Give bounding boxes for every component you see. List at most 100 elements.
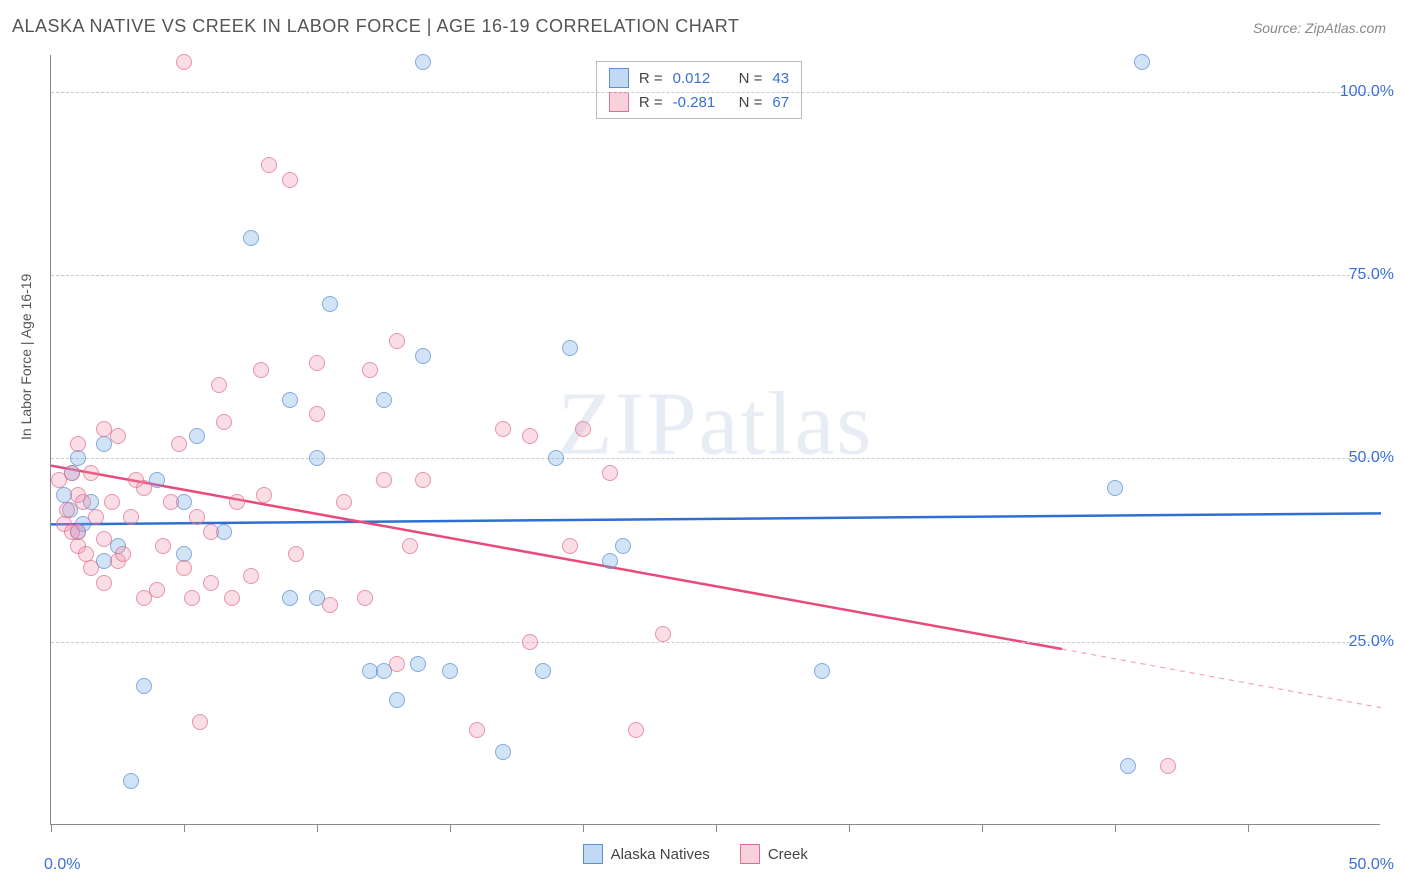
legend-series-label: Creek	[768, 846, 808, 863]
data-point	[522, 634, 538, 650]
data-point	[495, 421, 511, 437]
data-point	[104, 494, 120, 510]
data-point	[189, 509, 205, 525]
data-point	[75, 494, 91, 510]
x-tick	[583, 824, 584, 832]
gridline	[51, 275, 1380, 276]
gridline	[51, 642, 1380, 643]
data-point	[469, 722, 485, 738]
data-point	[176, 560, 192, 576]
data-point	[1134, 54, 1150, 70]
legend-item: Creek	[740, 844, 808, 864]
data-point	[70, 436, 86, 452]
data-point	[110, 428, 126, 444]
data-point	[176, 54, 192, 70]
data-point	[96, 575, 112, 591]
x-tick-label-max: 50.0%	[1349, 856, 1394, 874]
data-point	[548, 450, 564, 466]
data-point	[1120, 758, 1136, 774]
legend-swatch-icon	[609, 92, 629, 112]
data-point	[171, 436, 187, 452]
data-point	[602, 553, 618, 569]
data-point	[282, 172, 298, 188]
x-tick-label-min: 0.0%	[44, 856, 80, 874]
x-tick	[317, 824, 318, 832]
data-point	[288, 546, 304, 562]
legend-row: R =-0.281N =67	[609, 90, 789, 114]
data-point	[123, 773, 139, 789]
x-tick	[51, 824, 52, 832]
trend-line	[51, 513, 1381, 524]
x-tick	[849, 824, 850, 832]
data-point	[70, 450, 86, 466]
data-point	[282, 590, 298, 606]
legend-correlation: R =0.012N =43R =-0.281N =67	[596, 61, 802, 119]
data-point	[203, 524, 219, 540]
legend-n-label: N =	[739, 70, 763, 87]
data-point	[216, 414, 232, 430]
data-point	[78, 546, 94, 562]
data-point	[163, 494, 179, 510]
data-point	[362, 362, 378, 378]
data-point	[184, 590, 200, 606]
data-point	[814, 663, 830, 679]
data-point	[192, 714, 208, 730]
legend-row: R =0.012N =43	[609, 66, 789, 90]
y-tick-label: 75.0%	[1349, 266, 1394, 284]
legend-series-label: Alaska Natives	[611, 846, 710, 863]
y-axis-label: In Labor Force | Age 16-19	[18, 274, 34, 440]
data-point	[1160, 758, 1176, 774]
data-point	[336, 494, 352, 510]
data-point	[83, 560, 99, 576]
data-point	[628, 722, 644, 738]
data-point	[224, 590, 240, 606]
data-point	[535, 663, 551, 679]
data-point	[602, 465, 618, 481]
data-point	[615, 538, 631, 554]
correlation-chart: ALASKA NATIVE VS CREEK IN LABOR FORCE | …	[0, 0, 1406, 892]
data-point	[1107, 480, 1123, 496]
data-point	[322, 597, 338, 613]
data-point	[261, 157, 277, 173]
data-point	[415, 54, 431, 70]
x-tick	[450, 824, 451, 832]
data-point	[229, 494, 245, 510]
chart-title: ALASKA NATIVE VS CREEK IN LABOR FORCE | …	[12, 16, 739, 37]
x-tick	[982, 824, 983, 832]
data-point	[376, 392, 392, 408]
data-point	[189, 428, 205, 444]
x-tick	[1248, 824, 1249, 832]
legend-n-label: N =	[739, 94, 763, 111]
data-point	[70, 524, 86, 540]
y-tick-label: 100.0%	[1340, 83, 1394, 101]
data-point	[243, 568, 259, 584]
data-point	[495, 744, 511, 760]
legend-n-value: 67	[772, 94, 789, 111]
data-point	[655, 626, 671, 642]
data-point	[64, 465, 80, 481]
x-tick	[184, 824, 185, 832]
data-point	[155, 538, 171, 554]
data-point	[59, 502, 75, 518]
data-point	[176, 546, 192, 562]
data-point	[83, 465, 99, 481]
y-tick-label: 25.0%	[1349, 633, 1394, 651]
data-point	[136, 480, 152, 496]
gridline	[51, 92, 1380, 93]
data-point	[309, 355, 325, 371]
trend-line	[51, 466, 1062, 649]
y-tick-label: 50.0%	[1349, 449, 1394, 467]
data-point	[376, 472, 392, 488]
gridline	[51, 458, 1380, 459]
data-point	[309, 450, 325, 466]
data-point	[136, 678, 152, 694]
data-point	[415, 472, 431, 488]
data-point	[253, 362, 269, 378]
legend-n-value: 43	[772, 70, 789, 87]
x-tick	[1115, 824, 1116, 832]
data-point	[389, 692, 405, 708]
data-point	[96, 531, 112, 547]
watermark: ZIPatlas	[558, 373, 874, 476]
data-point	[322, 296, 338, 312]
source-label: Source: ZipAtlas.com	[1253, 20, 1386, 36]
